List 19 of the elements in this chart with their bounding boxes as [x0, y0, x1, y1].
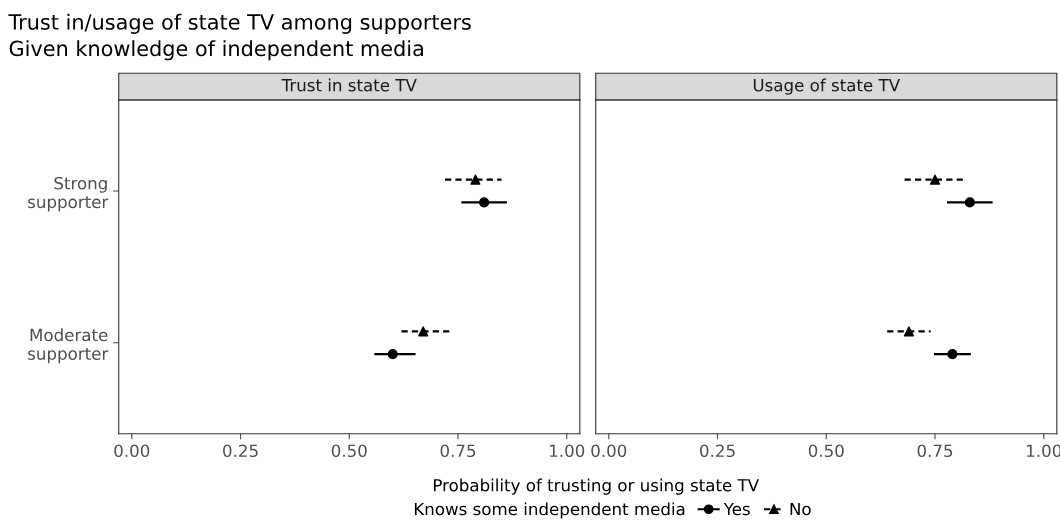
legend-title: Knows some independent media: [414, 502, 685, 519]
y-tick-label: Moderate supporter: [28, 328, 109, 364]
x-tick-label: 0.50: [808, 444, 844, 458]
legend-label: No: [790, 502, 811, 516]
x-tick-label: 0.25: [223, 444, 258, 458]
x-tick-label: 0.50: [331, 444, 367, 458]
text: Given knowledge of independent media: [9, 40, 423, 61]
x-tick-label: 0.00: [591, 444, 627, 458]
chart-title: Trust in state TV: [281, 78, 417, 92]
x-tick-label: 0.75: [440, 444, 476, 458]
x-tick-label: 0.00: [114, 444, 150, 458]
x-tick-label: 1.00: [550, 444, 585, 458]
y-tick-label: Strong supporter: [28, 176, 109, 212]
chart-title: Usage of state TV: [753, 78, 900, 95]
text: Trust in/usage of state TV among supporters: [8, 13, 471, 34]
x-tick-label: 0.75: [917, 444, 953, 458]
legend-label: Yes: [723, 502, 750, 516]
x-axis-title: Probability of trusting or using state TV: [433, 478, 759, 495]
x-tick-label: 0.25: [700, 444, 735, 458]
